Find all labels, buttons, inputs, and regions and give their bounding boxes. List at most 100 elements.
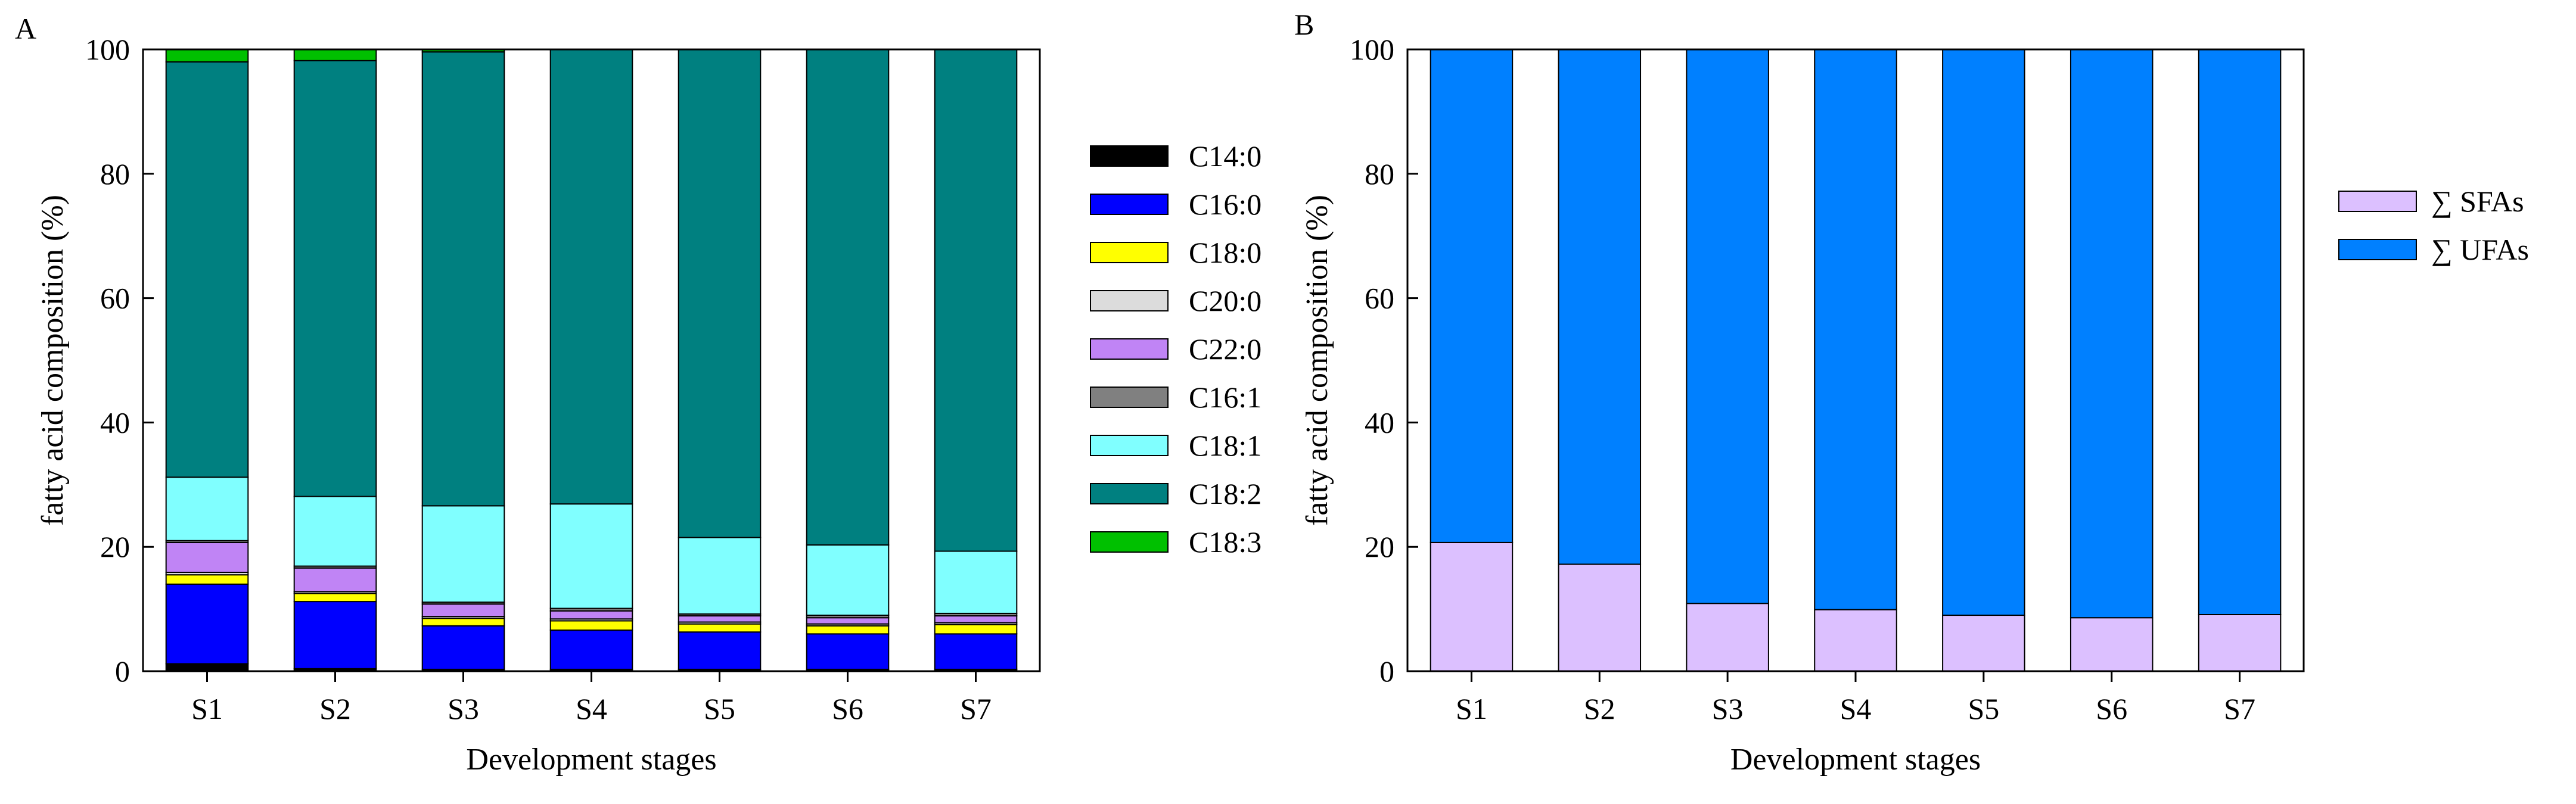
bar-segment-c180-s1 <box>165 574 249 585</box>
bar-stack-s1 <box>1430 49 1514 672</box>
bar-segment-c220-s3 <box>421 603 505 618</box>
bar-segment-c182-s4 <box>549 49 633 505</box>
bar-segment-ufas-s2 <box>1558 49 1642 565</box>
bar-segment-c160-s7 <box>934 633 1018 670</box>
y-axis-title: fatty acid composition (%) <box>1300 195 1334 526</box>
bar-segment-c220-s5 <box>678 615 762 623</box>
y-tick-label-20: 20 <box>1365 530 1394 563</box>
legend-swatch-c200 <box>1090 290 1169 311</box>
legend-label-c180: C18:0 <box>1189 236 1261 269</box>
legend-label-c183: C18:3 <box>1189 525 1261 559</box>
bar-segment-c160-s2 <box>293 601 377 669</box>
x-tick-label-s3: S3 <box>448 692 479 725</box>
y-tick-label-0: 0 <box>1379 655 1394 688</box>
legend-label-c140: C14:0 <box>1189 139 1261 173</box>
bar-stack-s2 <box>293 49 377 672</box>
x-tick-label-s7: S7 <box>2224 692 2255 725</box>
bar-segment-c180-s3 <box>421 618 505 627</box>
y-tick-label-100: 100 <box>85 33 130 66</box>
x-tick-label-s2: S2 <box>1584 692 1615 725</box>
bar-segment-sfas-s2 <box>1558 563 1642 672</box>
bar-segment-sfas-s1 <box>1430 541 1514 672</box>
legend-label-c200: C20:0 <box>1189 284 1261 317</box>
bar-segment-c181-s2 <box>293 496 377 567</box>
panel-a-label: A <box>15 12 36 45</box>
x-tick-label-s1: S1 <box>1456 692 1487 725</box>
legend-label-c160: C16:0 <box>1189 188 1261 221</box>
bar-segment-c160-s1 <box>165 583 249 665</box>
bar-segment-c180-s7 <box>934 624 1018 635</box>
bar-segment-c220-s6 <box>806 617 890 625</box>
legend-label-c181: C18:1 <box>1189 429 1261 462</box>
y-tick-label-40: 40 <box>100 406 130 439</box>
legend-swatch-c161 <box>1090 387 1169 408</box>
bar-segment-c160-s4 <box>549 630 633 670</box>
bar-segment-c183-s2 <box>293 49 377 61</box>
x-tick-label-s5: S5 <box>704 692 735 725</box>
legend-swatch-ufas <box>2338 239 2417 260</box>
bar-stack-s4 <box>549 49 633 672</box>
legend-swatch-c182 <box>1090 483 1169 504</box>
bar-segment-c160-s6 <box>806 633 890 670</box>
bar-stack-s5 <box>1942 49 2025 672</box>
x-axis-title: Development stages <box>466 743 716 777</box>
bar-segment-c140-s1 <box>165 663 249 672</box>
x-tick-label-s5: S5 <box>1968 692 1999 725</box>
x-tick-label-s7: S7 <box>960 692 992 725</box>
bar-segment-c182-s5 <box>678 49 762 538</box>
bar-segment-c182-s2 <box>293 60 377 497</box>
bar-segment-sfas-s4 <box>1814 609 1897 672</box>
bar-stack-s6 <box>806 49 890 672</box>
bar-segment-c181-s4 <box>549 503 633 609</box>
bar-segment-c220-s2 <box>293 567 377 593</box>
bar-segment-sfas-s6 <box>2069 617 2154 672</box>
legend-swatch-c140 <box>1090 145 1169 167</box>
legend-label-sfas: ∑ SFAs <box>2431 185 2524 218</box>
legend-swatch-c181 <box>1090 435 1169 456</box>
y-tick-label-80: 80 <box>1365 157 1394 191</box>
bar-segment-c160-s3 <box>421 625 505 670</box>
bar-stack-s1 <box>165 49 249 672</box>
legend-label-c161: C16:1 <box>1189 381 1261 414</box>
legend-label-ufas: ∑ UFAs <box>2431 233 2529 266</box>
bar-segment-c181-s5 <box>678 537 762 615</box>
legend-label-c220: C22:0 <box>1189 332 1261 366</box>
x-tick-label-s1: S1 <box>191 692 223 725</box>
bar-stack-s6 <box>2069 49 2154 672</box>
bar-segment-ufas-s4 <box>1814 49 1897 610</box>
bar-segment-c182-s1 <box>165 61 249 478</box>
panel-b-label: B <box>1294 8 1314 41</box>
bar-segment-ufas-s1 <box>1430 49 1514 543</box>
bar-stack-s3 <box>1686 49 1769 672</box>
bar-segment-ufas-s6 <box>2069 49 2154 619</box>
panel-a-legend: C14:0 C16:0 C18:0 C20:0 C22:0 C16:1 C18:1 C18:2… <box>1090 139 1261 559</box>
y-tick-label-100: 100 <box>1350 33 1394 66</box>
bar-segment-c220-s4 <box>549 610 633 620</box>
bar-segment-c183-s1 <box>165 49 249 63</box>
bar-stack-s3 <box>421 49 505 672</box>
bar-segment-sfas-s3 <box>1686 603 1769 672</box>
y-tick-label-20: 20 <box>100 530 130 563</box>
bar-segment-c181-s7 <box>934 550 1018 614</box>
bar-segment-c220-s7 <box>934 615 1018 624</box>
bar-segment-sfas-s5 <box>1942 615 2025 672</box>
x-tick-label-s3: S3 <box>1712 692 1744 725</box>
bar-segment-c180-s2 <box>293 593 377 603</box>
y-axis-title: fatty acid composition (%) <box>36 195 70 526</box>
x-axis-title: Development stages <box>1730 743 1981 777</box>
bar-stack-s5 <box>678 49 762 672</box>
bar-segment-c180-s4 <box>549 620 633 631</box>
bar-segment-ufas-s5 <box>1942 49 2025 616</box>
bar-segment-ufas-s3 <box>1686 49 1769 604</box>
bar-segment-c182-s3 <box>421 51 505 507</box>
bar-segment-c180-s5 <box>678 623 762 633</box>
x-tick-label-s4: S4 <box>576 692 607 725</box>
x-tick-label-s4: S4 <box>1840 692 1872 725</box>
bar-segment-c160-s5 <box>678 631 762 670</box>
x-tick-label-s2: S2 <box>319 692 351 725</box>
bar-stack-s7 <box>934 49 1018 672</box>
x-tick-label-s6: S6 <box>832 692 863 725</box>
y-tick-label-60: 60 <box>100 282 130 315</box>
bar-segment-c182-s7 <box>934 49 1018 552</box>
